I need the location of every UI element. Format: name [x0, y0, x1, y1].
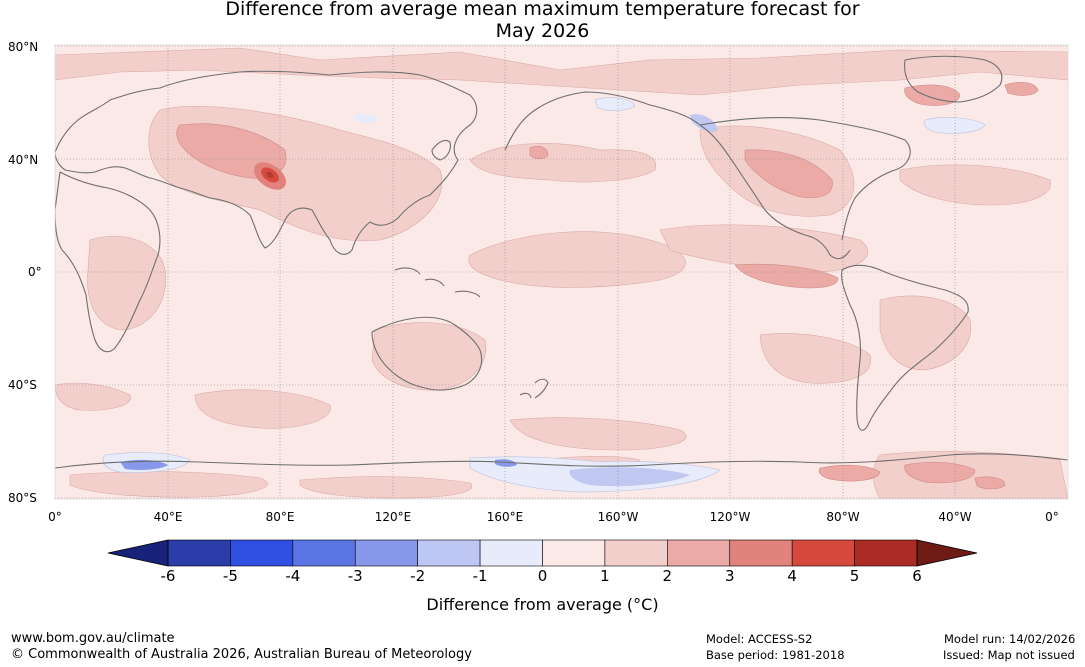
colorbar-tick-label: 4 — [787, 567, 797, 585]
colorbar-cell — [667, 539, 731, 567]
lon-label: 0° — [1045, 510, 1059, 524]
colorbar-extend-high — [916, 539, 978, 567]
lat-label: 40°S — [8, 378, 37, 392]
map-title-line-1: Difference from average mean maximum tem… — [225, 0, 860, 20]
lon-label: 160°W — [597, 510, 639, 524]
colorbar-cell — [854, 539, 918, 567]
lon-label: 80°E — [265, 510, 295, 524]
colorbar-cell — [292, 539, 356, 567]
coastlines — [55, 55, 1068, 469]
colorbar-cell — [542, 539, 606, 567]
colorbar-tick-label: 1 — [600, 567, 610, 585]
colorbar-extend-low — [107, 539, 169, 567]
lon-label: 120°W — [709, 510, 751, 524]
lon-label: 120°E — [374, 510, 412, 524]
colorbar-tick-label: -5 — [222, 567, 238, 585]
lon-label: 40°W — [938, 510, 972, 524]
colorbar-cell — [791, 539, 855, 567]
lon-label: 80°W — [826, 510, 860, 524]
anomaly-hot-spot — [253, 162, 287, 190]
footer-website[interactable]: www.bom.gov.au/climate — [11, 631, 175, 646]
colorbar-tick-label: 2 — [662, 567, 673, 585]
colorbar-label: Difference from average (°C) — [426, 595, 659, 614]
colorbar-tick-label: 3 — [724, 567, 735, 585]
colorbar-tick-label: 5 — [849, 567, 860, 585]
lat-label: 80°S — [8, 491, 37, 505]
lon-label: 0° — [48, 510, 62, 524]
colorbar-tick-label: -6 — [160, 567, 176, 585]
colorbar-tick-label: 6 — [912, 567, 922, 585]
colorbar-tick-label: 0 — [537, 567, 548, 585]
colorbar-tick-label: -4 — [285, 567, 301, 585]
colorbar-cell — [729, 539, 793, 567]
colorbar-cell — [417, 539, 481, 567]
lat-label: 40°N — [8, 153, 39, 167]
lon-label: 160°E — [486, 510, 524, 524]
colorbar-cell — [230, 539, 294, 567]
graticule — [55, 45, 1068, 499]
colorbar-cell — [167, 539, 231, 567]
colorbar-tick-label: -3 — [347, 567, 363, 585]
anomaly-cool — [102, 97, 986, 493]
colorbar-cell — [354, 539, 418, 567]
footer-copyright: © Commonwealth of Australia 2026, Austra… — [11, 647, 472, 662]
lat-label: 0° — [28, 265, 42, 279]
footer-model-run: Model run: 14/02/2026 — [944, 632, 1076, 646]
map-title-line-2: May 2026 — [495, 20, 590, 42]
lat-label: 80°N — [8, 40, 39, 54]
colorbar-cell — [479, 539, 543, 567]
footer-base-period: Base period: 1981-2018 — [706, 648, 845, 662]
colorbar-tick-label: -2 — [410, 567, 426, 585]
colorbar-cell — [604, 539, 668, 567]
map-frame — [54, 44, 1069, 500]
colorbar-tick-label: -1 — [472, 567, 488, 585]
footer-model: Model: ACCESS-S2 — [706, 632, 813, 646]
footer-issued: Issued: Map not issued — [943, 648, 1075, 662]
lon-label: 40°E — [153, 510, 183, 524]
